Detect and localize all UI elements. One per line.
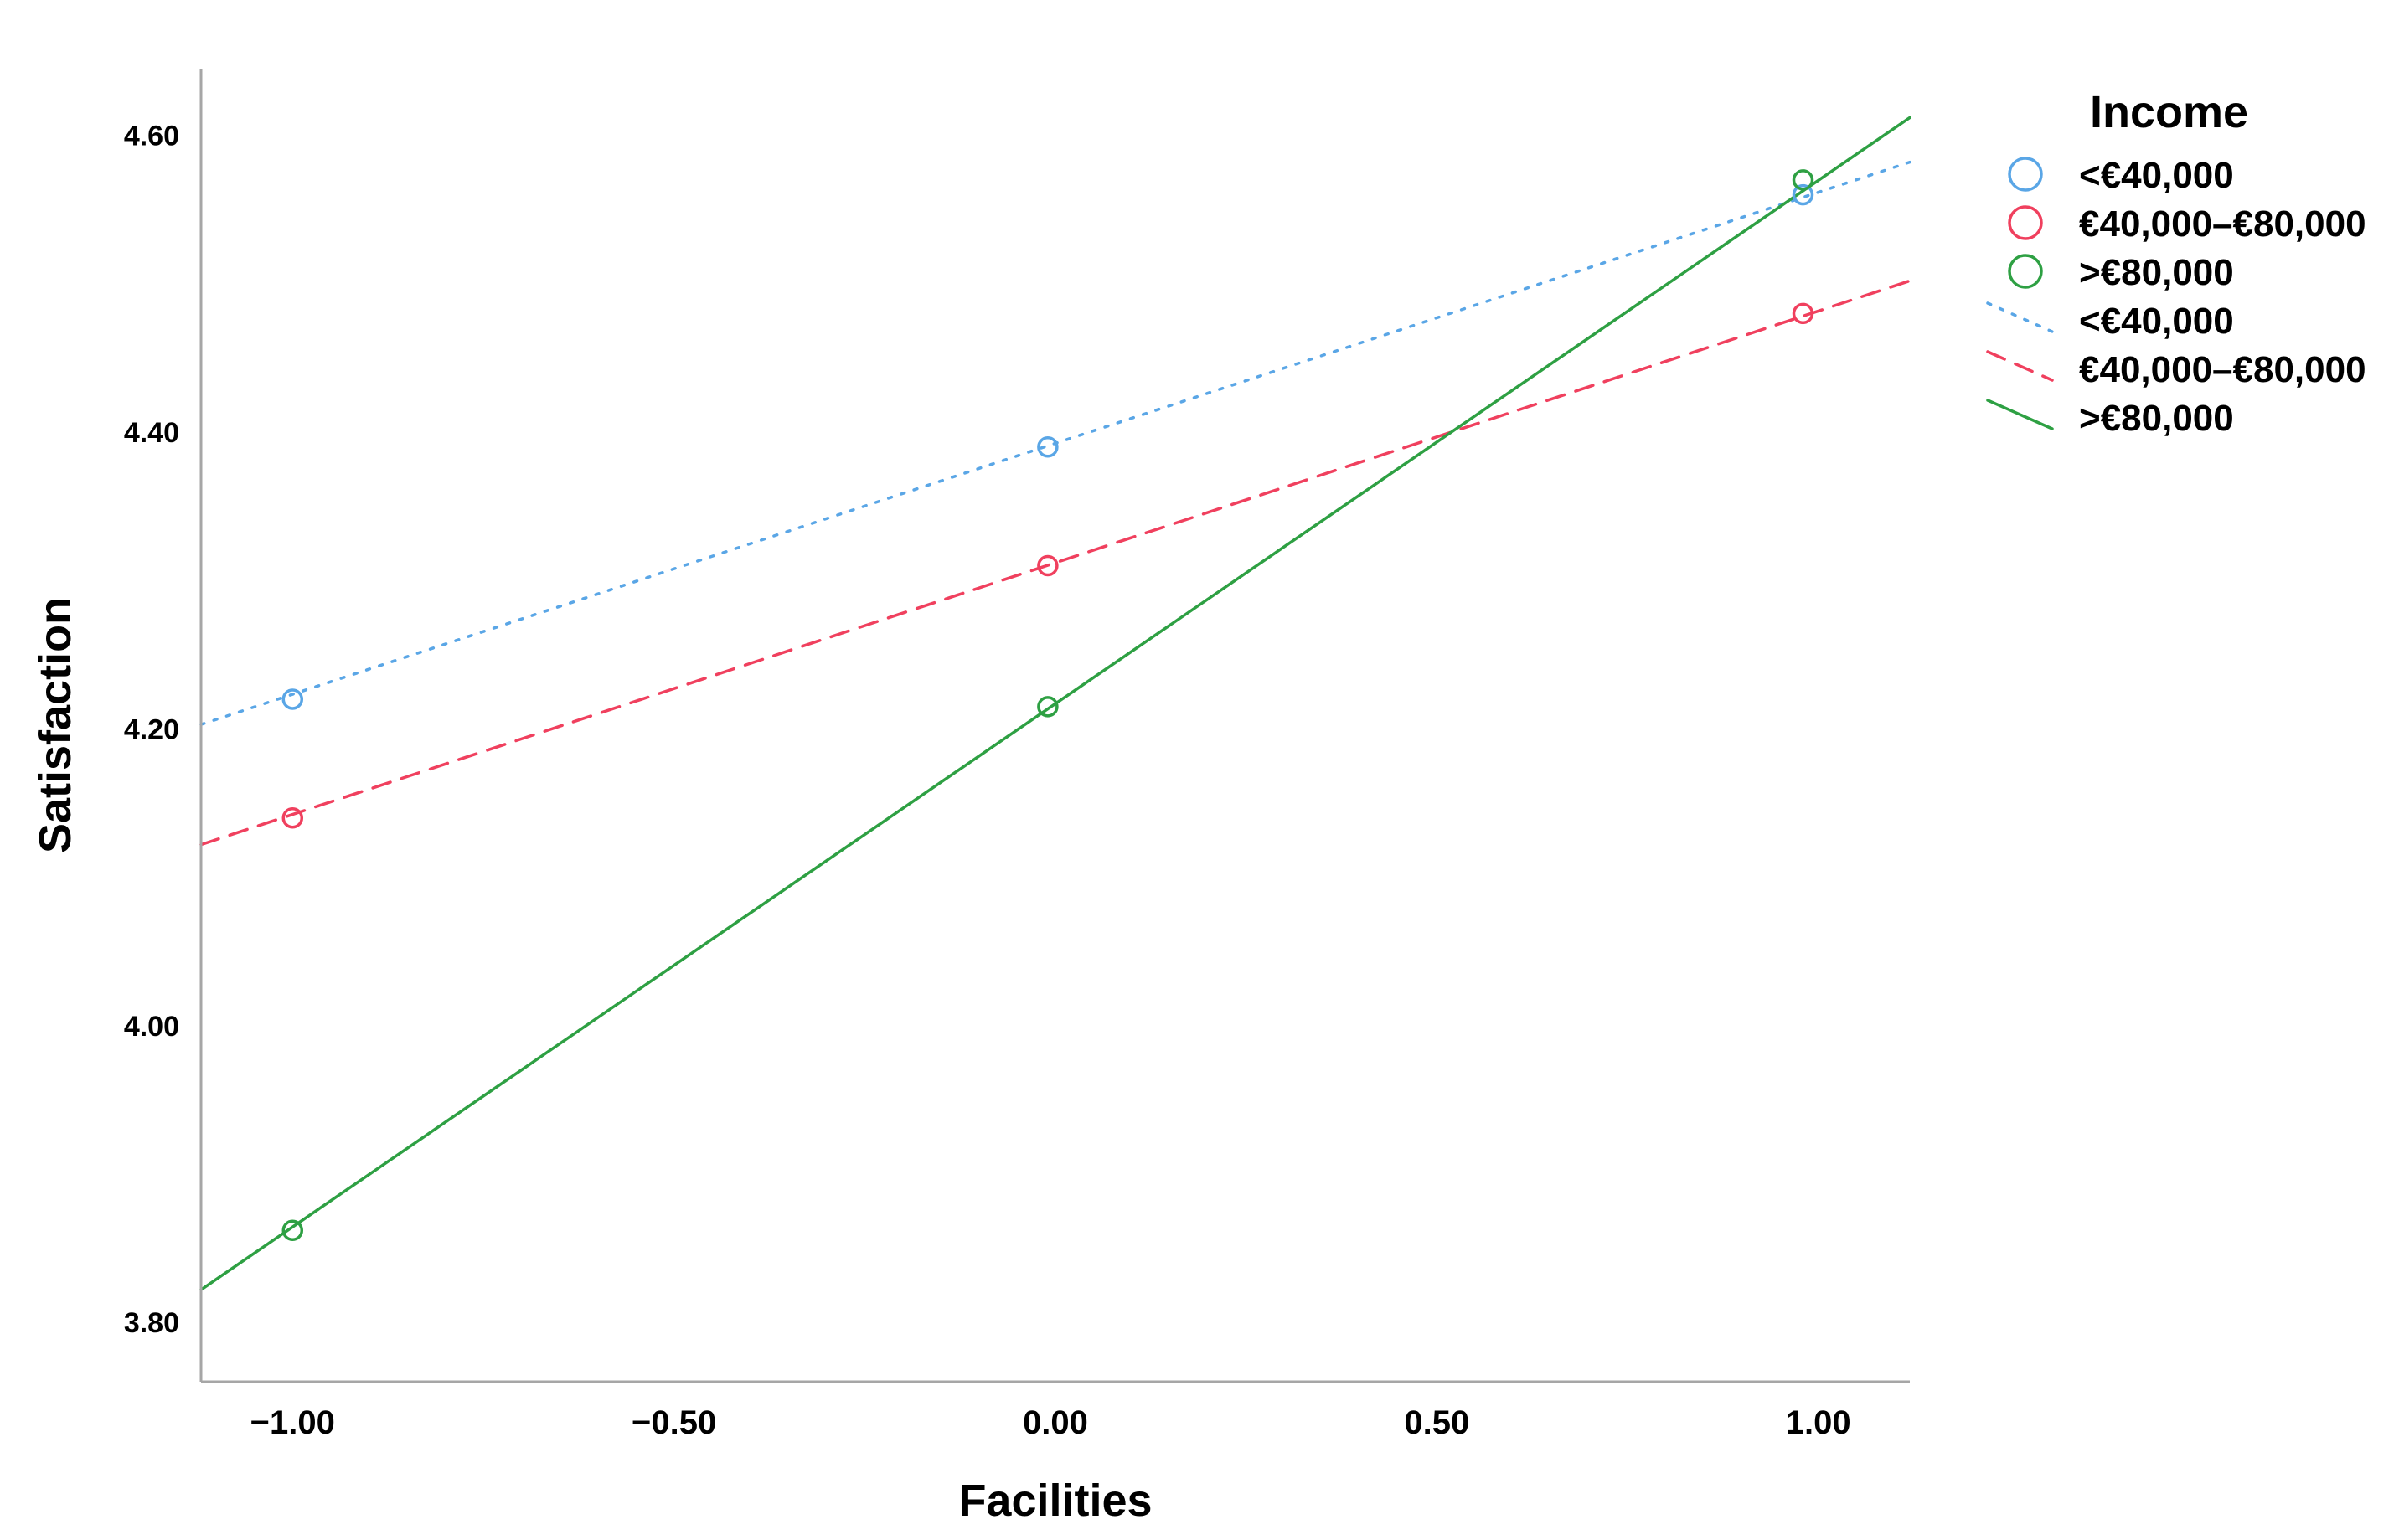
- legend-label: €40,000–€80,000: [2079, 203, 2366, 245]
- data-points: [281, 169, 1814, 1242]
- legend-marker-icon: [2008, 254, 2043, 289]
- y-tick-label: 4.40: [124, 417, 179, 449]
- data-point-series-0-0: [281, 688, 304, 710]
- data-point-series-1-0: [281, 806, 304, 829]
- y-axis-title: Satisfaction: [30, 597, 80, 853]
- y-tick-label: 4.00: [124, 1011, 179, 1043]
- data-point-series-0-1: [1037, 436, 1059, 458]
- legend-label: <€40,000: [2079, 301, 2234, 342]
- x-tick-label: −0.50: [632, 1404, 716, 1441]
- y-tick-label: 4.20: [124, 713, 179, 745]
- x-tick-label: 0.50: [1404, 1404, 1469, 1441]
- data-point-series-2-2: [1792, 169, 1814, 191]
- data-point-series-2-1: [1037, 696, 1059, 718]
- data-point-series-0-2: [1792, 183, 1814, 206]
- x-tick-labels: −1.00 −0.50 0.00 0.50 1.00: [250, 1404, 1851, 1441]
- legend-label: >€80,000: [2079, 398, 2234, 439]
- y-tick-label: 3.80: [124, 1307, 179, 1339]
- legend-label: <€40,000: [2079, 155, 2234, 196]
- legend-marker-icon: [2008, 157, 2043, 192]
- x-tick-label: 0.00: [1023, 1404, 1088, 1441]
- y-tick-labels: 3.80 4.00 4.20 4.40 4.60: [124, 121, 179, 1339]
- x-axis-title: Facilities: [958, 1476, 1152, 1526]
- legend-line-icon: [1986, 301, 2054, 333]
- legend-marker-icon: [2008, 205, 2043, 240]
- data-point-series-1-1: [1037, 554, 1059, 577]
- legend-title: Income: [2090, 87, 2248, 137]
- legend-label: €40,000–€80,000: [2079, 349, 2366, 390]
- legend-line-icon: [1986, 350, 2054, 382]
- legend-line-icon: [1986, 399, 2054, 430]
- y-tick-label: 4.60: [124, 121, 179, 152]
- x-tick-label: 1.00: [1786, 1404, 1851, 1441]
- data-point-series-1-2: [1792, 302, 1814, 325]
- legend-label: >€80,000: [2079, 252, 2234, 293]
- legend: Income <€40,000 €40,000–€80,000 >€80,000 <€…: [1986, 87, 2366, 439]
- data-point-series-2-0: [281, 1219, 304, 1242]
- x-tick-label: −1.00: [250, 1404, 335, 1441]
